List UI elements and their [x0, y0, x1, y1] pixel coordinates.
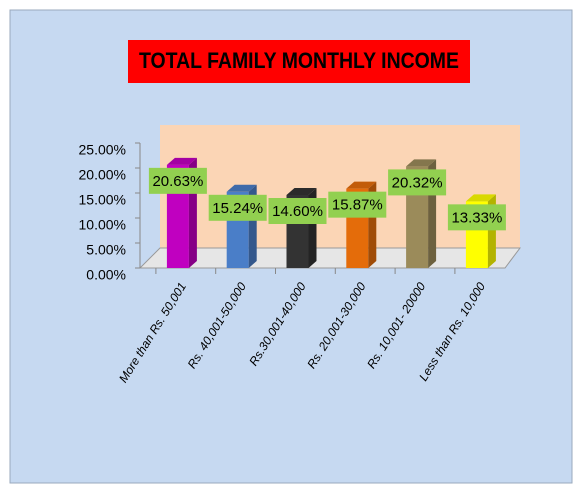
- data-label: 20.32%: [392, 174, 443, 191]
- data-label-box: [148, 167, 207, 194]
- y-tick-label: 15.00%: [79, 192, 126, 208]
- floor: [138, 247, 521, 269]
- y-tick-label: 10.00%: [79, 217, 126, 233]
- data-label: 15.87%: [332, 197, 383, 214]
- bar-top: [226, 184, 257, 192]
- data-label: 20.63%: [152, 173, 203, 190]
- data-label-box: [447, 204, 506, 231]
- bar-top: [286, 188, 317, 195]
- data-label: 13.33%: [451, 209, 502, 226]
- y-tick-label: 5.00%: [86, 242, 126, 258]
- bar-top: [166, 157, 197, 165]
- bar-top: [465, 194, 496, 202]
- data-label-box: [388, 169, 447, 196]
- bar-top: [346, 181, 377, 189]
- chart-title: TOTAL FAMILY MONTHLY INCOME: [139, 48, 459, 73]
- data-label-box: [268, 198, 327, 224]
- bar-top: [406, 159, 437, 167]
- y-tick-label: 20.00%: [79, 167, 126, 183]
- data-label-box: [208, 194, 267, 221]
- y-tick-label: 25.00%: [79, 142, 126, 158]
- data-label: 15.24%: [212, 200, 263, 217]
- y-tick-label: 0.00%: [86, 267, 126, 283]
- data-label-box: [328, 191, 387, 218]
- title-box: [128, 40, 470, 83]
- data-label: 14.60%: [272, 203, 323, 220]
